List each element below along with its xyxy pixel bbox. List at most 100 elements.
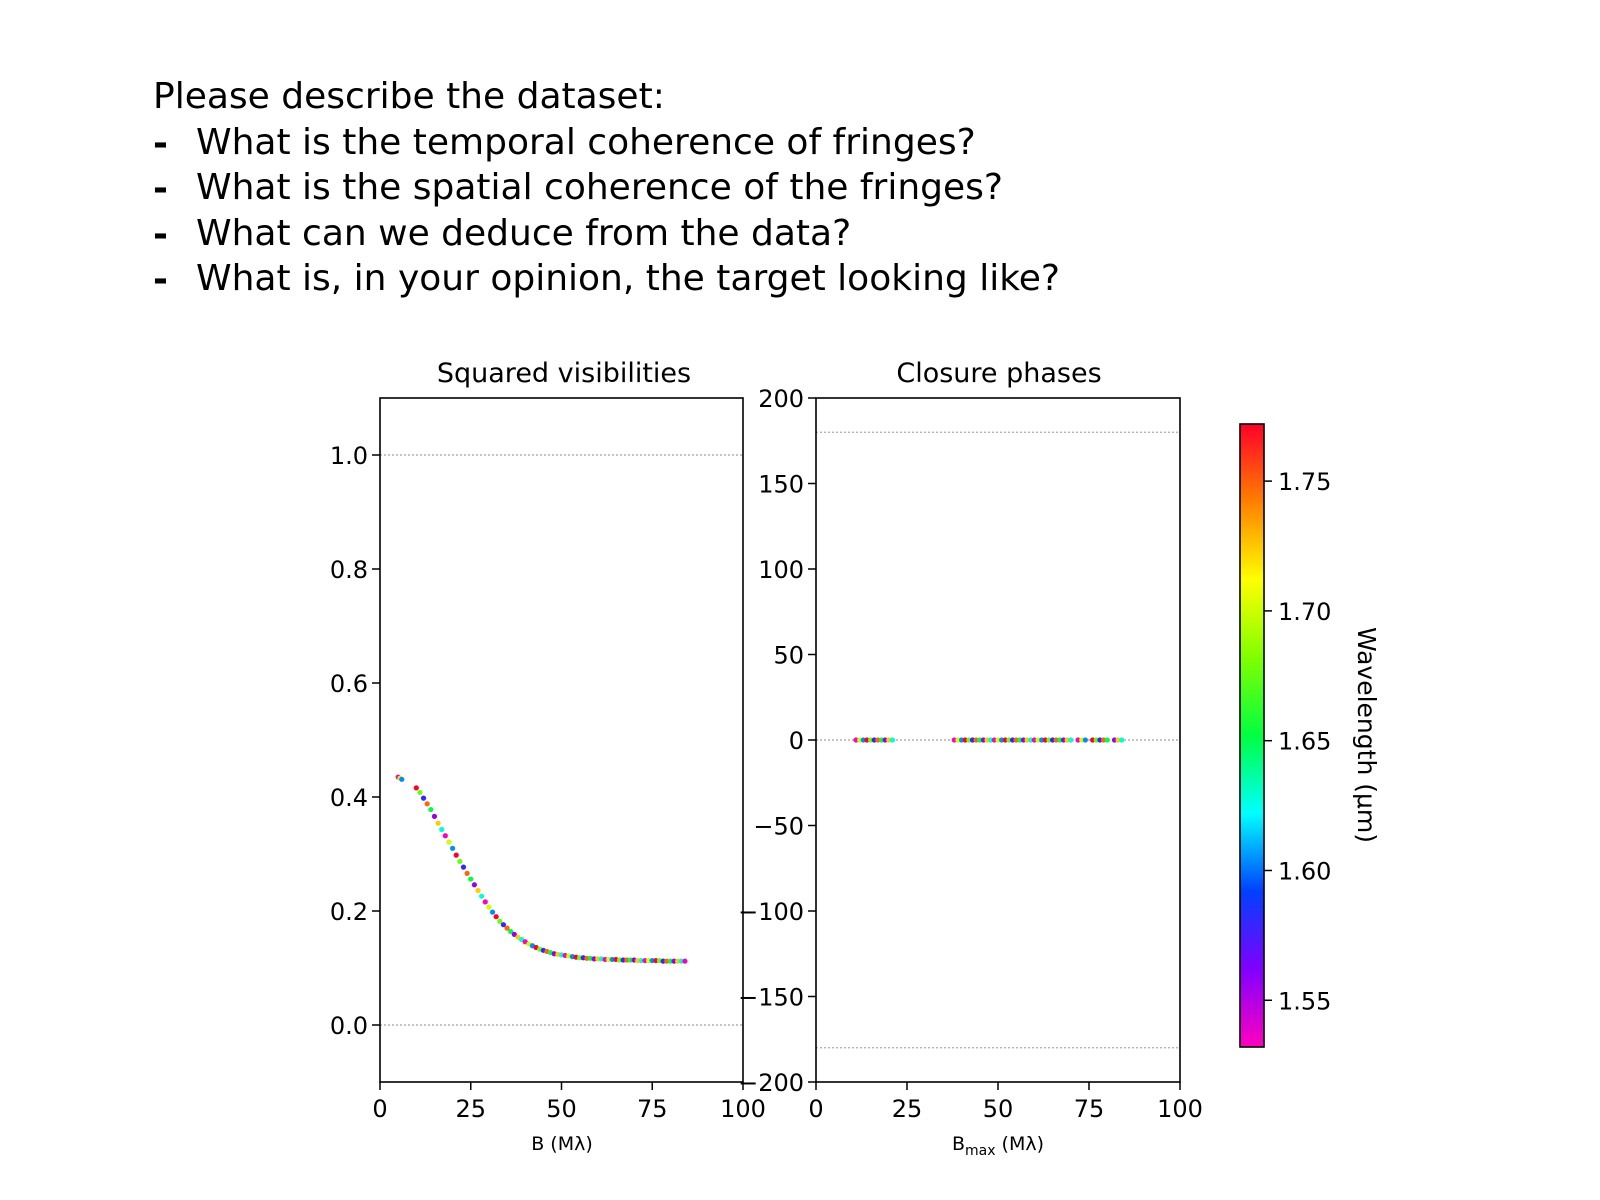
bullet-dash: -	[153, 168, 168, 209]
data-point	[1104, 737, 1110, 743]
y-tick-label: −100	[738, 898, 804, 926]
data-point	[428, 806, 434, 813]
data-point	[995, 737, 1001, 743]
data-point	[1042, 737, 1048, 743]
vis2-x-axis-label: B (Mλ)	[531, 1133, 593, 1155]
data-point	[660, 958, 666, 964]
data-point	[511, 931, 517, 937]
question-items: - What is the temporal coherence of fring…	[153, 120, 1060, 302]
data-point	[457, 858, 463, 865]
data-point	[497, 918, 503, 924]
cp-x-label-main: B	[952, 1133, 965, 1155]
data-point	[606, 956, 612, 963]
data-point	[882, 737, 888, 743]
data-point	[417, 789, 423, 796]
data-point	[1009, 737, 1016, 743]
data-point	[420, 795, 427, 801]
colorbar-frame	[1239, 423, 1265, 1048]
data-point	[1031, 737, 1037, 743]
x-tick-label: 75	[1074, 1095, 1105, 1123]
data-point	[1068, 737, 1074, 743]
y-tick-label: 50	[773, 642, 804, 670]
data-point	[999, 737, 1005, 743]
x-tick-label: 100	[1157, 1095, 1203, 1123]
colorbar-ticks: 1.55 1.60 1.65 1.70 1.75	[1264, 468, 1331, 1015]
data-point	[460, 864, 467, 870]
question-text: What is the temporal coherence of fringe…	[196, 121, 976, 163]
data-point	[857, 737, 863, 743]
data-point	[486, 904, 492, 910]
data-point	[980, 737, 987, 743]
data-point	[984, 737, 990, 743]
data-point	[1119, 737, 1125, 743]
data-point	[1100, 737, 1107, 743]
data-point	[1082, 737, 1088, 743]
cp-x-axis-label: Bmax (Mλ)	[952, 1133, 1044, 1159]
data-point	[875, 737, 881, 743]
data-point	[649, 957, 655, 964]
data-point	[577, 955, 583, 961]
cp-points	[853, 737, 1125, 743]
data-point	[1028, 737, 1034, 743]
data-point	[450, 845, 456, 851]
question-list: Please describe the dataset: - What is th…	[153, 74, 1060, 302]
colorbar-tick-label: 1.65	[1278, 728, 1331, 756]
vis2-points	[395, 774, 688, 964]
y-tick-label: 0.2	[330, 898, 368, 926]
data-point	[1020, 737, 1027, 743]
data-point	[889, 737, 896, 743]
colorbar-gradient	[1240, 424, 1264, 1047]
data-point	[1046, 737, 1052, 743]
data-point	[609, 956, 615, 963]
colorbar-tick-label: 1.60	[1278, 857, 1331, 885]
data-point	[602, 956, 608, 963]
vis2-title: Squared visibilities	[437, 358, 691, 389]
data-point	[1017, 737, 1023, 743]
data-point	[886, 737, 892, 743]
data-point	[493, 914, 499, 920]
x-tick-label: 0	[808, 1095, 823, 1123]
data-point	[635, 957, 641, 964]
question-text: What is, in your opinion, the target loo…	[196, 258, 1061, 299]
data-point	[1024, 737, 1030, 743]
data-point	[988, 737, 994, 743]
cp-panel: Closure phases −200 −150 −100 −50 0 50 100 150 2…	[738, 358, 1203, 1159]
question-item: - What can we deduce from the data?	[153, 211, 1060, 257]
y-tick-label: 1.0	[330, 442, 368, 470]
cp-title: Closure phases	[896, 358, 1101, 389]
colorbar-label: Wavelength (μm)	[1352, 627, 1381, 843]
bullet-dash: -	[153, 122, 168, 164]
x-tick-label: 0	[372, 1095, 387, 1123]
colorbar-tick-label: 1.55	[1278, 987, 1331, 1015]
y-tick-label: −50	[753, 813, 804, 841]
x-tick-label: 50	[983, 1095, 1014, 1123]
data-point	[413, 785, 419, 791]
y-tick-label: 0.0	[330, 1012, 368, 1040]
y-tick-label: −200	[738, 1069, 804, 1097]
vis2-x-ticks: 0 25 50 75 100	[372, 1082, 766, 1123]
colorbar-tick-label: 1.70	[1278, 598, 1331, 626]
data-point	[951, 737, 957, 743]
data-point	[1111, 737, 1118, 743]
data-point	[678, 958, 684, 964]
data-point	[959, 737, 965, 743]
y-tick-label: 100	[758, 556, 804, 584]
question-text: What can we deduce from the data?	[196, 212, 852, 254]
data-point	[675, 958, 681, 964]
data-point	[464, 870, 470, 876]
cp-y-ticks: −200 −150 −100 −50 0 50 100 150 200	[738, 385, 816, 1097]
data-point	[471, 882, 477, 888]
data-point	[860, 737, 866, 743]
y-tick-label: 150	[758, 471, 804, 499]
question-item: - What is, in your opinion, the target lo…	[153, 256, 1060, 302]
data-point	[468, 876, 474, 882]
vis2-y-ticks: 0.0 0.2 0.4 0.6 0.8 1.0	[330, 442, 380, 1040]
data-point	[962, 737, 968, 743]
data-point	[616, 957, 623, 963]
question-text: What is the spatial coherence of the fri…	[196, 167, 1004, 208]
y-tick-label: 0.8	[330, 556, 368, 584]
data-point	[479, 893, 485, 899]
data-point	[1093, 737, 1099, 743]
question-item: - What is the temporal coherence of fring…	[153, 120, 1060, 166]
